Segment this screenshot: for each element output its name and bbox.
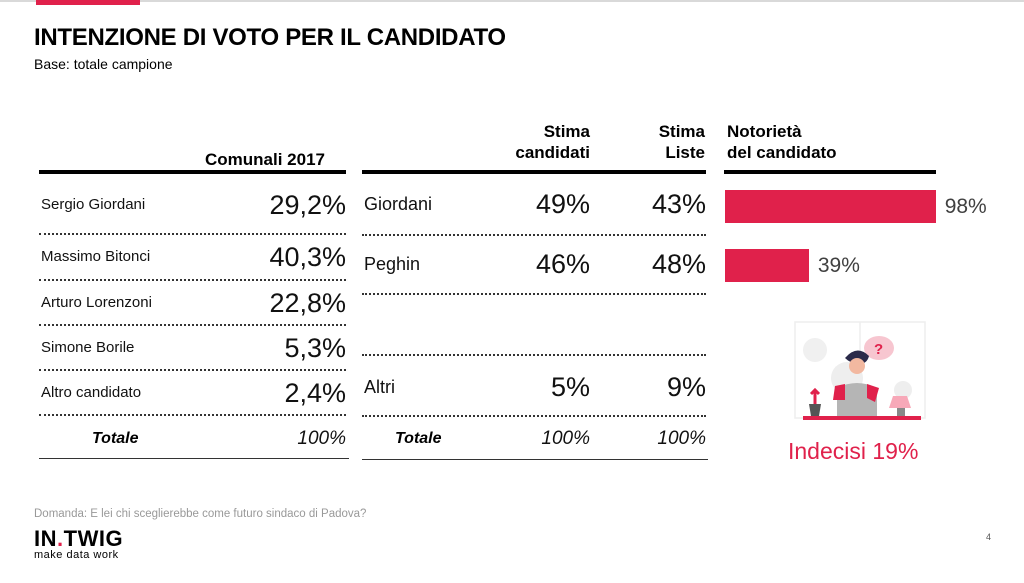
indecisi-label: Indecisi 19%	[788, 438, 919, 464]
row-divider	[39, 233, 346, 235]
row-divider	[362, 415, 706, 417]
header-line: Stima	[543, 122, 590, 141]
header-comunali-2017: Comunali 2017	[205, 150, 325, 169]
logo-dot: .	[57, 526, 64, 551]
row-name: Arturo Lorenzoni	[41, 294, 152, 311]
header-line: candidati	[515, 143, 590, 162]
intwig-logo: IN.TWIG	[34, 528, 123, 550]
row-divider	[362, 354, 706, 356]
header-line: Liste	[665, 143, 705, 162]
row-divider	[39, 279, 346, 281]
row-value: 5,3%	[284, 333, 346, 363]
logo-tagline: make data work	[34, 549, 119, 561]
row-value-candidati: 49%	[535, 189, 590, 219]
row-name: Peghin	[364, 254, 421, 274]
header-rule	[39, 170, 346, 174]
row-name: Simone Borile	[41, 339, 135, 356]
bar-peghin	[725, 249, 809, 282]
table-bottom-rule	[39, 458, 349, 459]
header-stima-candidati: Stima candidati	[490, 121, 590, 163]
row-name: Altro candidato	[41, 384, 142, 401]
row-value: 22,8%	[269, 288, 346, 318]
row-value-candidati: 46%	[535, 249, 590, 279]
survey-question: Domanda: E lei chi sceglierebbe come fut…	[34, 508, 367, 520]
page-number: 4	[986, 532, 992, 542]
top-border	[0, 0, 1024, 2]
row-name: Altri	[364, 377, 395, 397]
row-value: 40,3%	[269, 242, 346, 272]
header-rule	[724, 170, 936, 174]
row-divider	[39, 324, 346, 326]
row-value-liste: 48%	[651, 249, 706, 279]
header-line: del candidato	[727, 143, 837, 162]
row-divider	[362, 234, 706, 236]
row-name: Sergio Giordani	[41, 196, 146, 213]
table-bottom-rule	[362, 459, 708, 460]
page-title: INTENZIONE DI VOTO PER IL CANDIDATO	[34, 24, 506, 51]
row-value: 29,2%	[269, 190, 346, 220]
row-divider	[39, 369, 346, 371]
header-rule	[362, 170, 706, 174]
header-notorieta: Notorietà del candidato	[727, 121, 837, 163]
total-value-liste: 100%	[657, 428, 706, 449]
row-divider	[39, 414, 346, 416]
svg-text:?: ?	[874, 341, 883, 358]
row-name: Giordani	[364, 194, 433, 214]
thinking-person-icon: ?	[794, 321, 926, 420]
row-value-liste: 43%	[651, 189, 706, 219]
accent-bar	[36, 0, 140, 5]
total-value-candidati: 100%	[541, 428, 590, 449]
row-name: Massimo Bitonci	[41, 248, 151, 265]
bar-label-giordani: 98%	[944, 195, 987, 218]
row-value-candidati: 5%	[550, 372, 590, 402]
row-value: 2,4%	[284, 378, 346, 408]
logo-text: IN	[34, 526, 57, 551]
total-value: 100%	[297, 428, 346, 449]
header-line: Stima	[658, 122, 705, 141]
header-stima-liste: Stima Liste	[610, 121, 705, 163]
header-line: Notorietà	[727, 122, 802, 141]
logo-text: TWIG	[63, 526, 124, 551]
row-divider	[362, 293, 706, 295]
row-value-liste: 9%	[666, 372, 706, 402]
bar-label-peghin: 39%	[817, 254, 860, 277]
total-label: Totale	[395, 430, 442, 447]
total-label: Totale	[92, 430, 139, 447]
page-subtitle: Base: totale campione	[34, 56, 173, 72]
bar-giordani	[725, 190, 936, 223]
